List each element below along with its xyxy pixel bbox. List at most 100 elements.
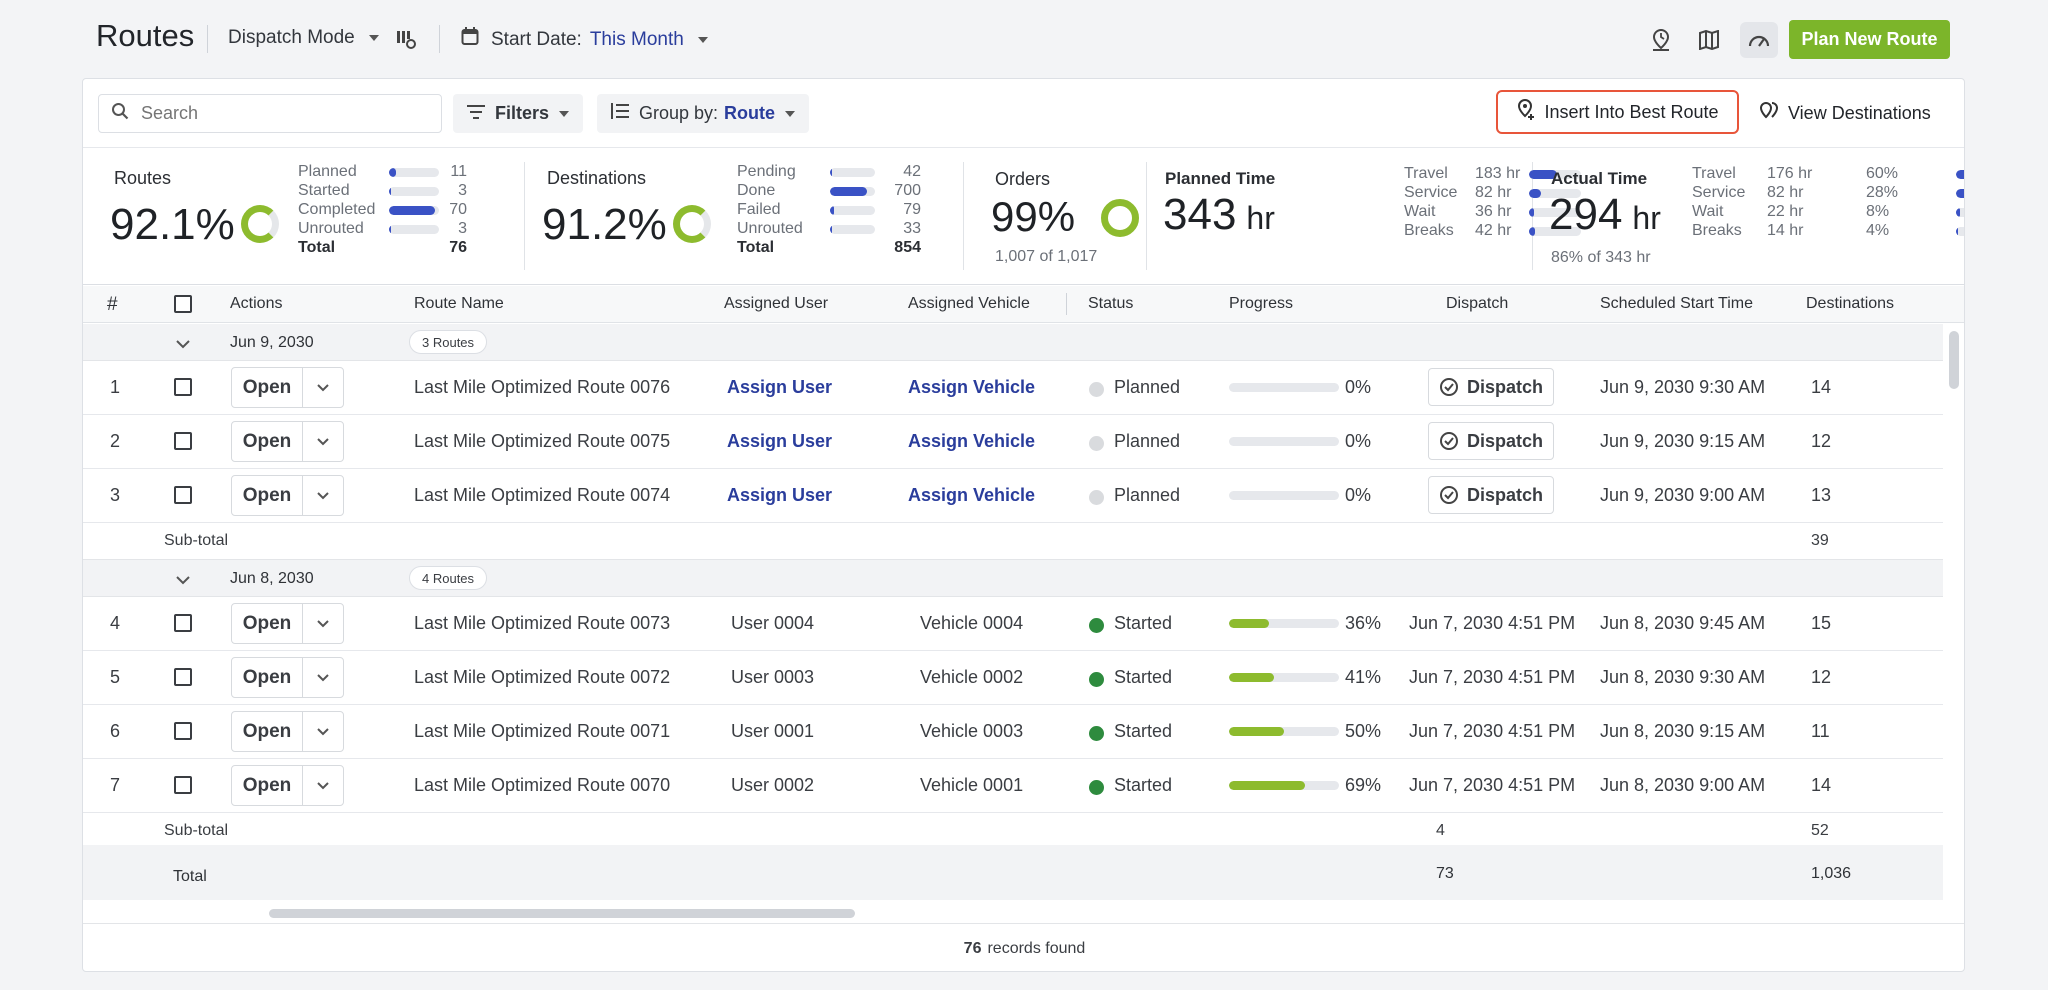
open-menu-button[interactable] bbox=[303, 658, 343, 697]
route-name[interactable]: Last Mile Optimized Route 0074 bbox=[414, 485, 671, 505]
breakdown-total-label: Total bbox=[298, 239, 336, 256]
chevron-down-icon[interactable] bbox=[175, 336, 191, 354]
column-header-assigned-user[interactable]: Assigned User bbox=[724, 295, 829, 312]
open-button[interactable]: Open bbox=[232, 422, 303, 461]
subtotal-label: Sub-total bbox=[164, 822, 229, 839]
table-row[interactable]: 7 Open Last Mile Optimized Route 0070 User … bbox=[83, 759, 1943, 813]
table-row[interactable]: 3 Open Last Mile Optimized Route 0074 Assig… bbox=[83, 469, 1943, 523]
breakdown-value: 79 bbox=[903, 201, 921, 218]
column-header-dispatch[interactable]: Dispatch bbox=[1446, 295, 1509, 312]
row-checkbox[interactable] bbox=[174, 722, 192, 740]
search-box[interactable] bbox=[98, 94, 442, 133]
chevron-down-icon[interactable] bbox=[175, 572, 191, 590]
column-header-destinations[interactable]: Destinations bbox=[1806, 295, 1895, 312]
column-header-progress[interactable]: Progress bbox=[1229, 295, 1294, 312]
map-icon[interactable] bbox=[1690, 22, 1728, 58]
open-menu-button[interactable] bbox=[303, 476, 343, 515]
scheduled-start-time: Jun 9, 2030 9:00 AM bbox=[1600, 485, 1766, 505]
group-by-dropdown[interactable]: Group by: Route bbox=[597, 94, 810, 133]
view-destinations-button[interactable]: View Destinations bbox=[1758, 94, 1931, 133]
column-header-scheduled-start[interactable]: Scheduled Start Time bbox=[1600, 295, 1753, 312]
open-button[interactable]: Open bbox=[232, 766, 303, 805]
breakdown-label: Travel bbox=[1692, 165, 1736, 182]
breakdown-value: 700 bbox=[894, 182, 921, 199]
route-name[interactable]: Last Mile Optimized Route 0071 bbox=[414, 721, 671, 741]
assign-vehicle-link[interactable]: Assign Vehicle bbox=[908, 431, 1036, 451]
speedometer-icon[interactable] bbox=[1740, 22, 1778, 58]
column-resize-handle[interactable] bbox=[1066, 293, 1067, 315]
group-header-row[interactable]: Jun 9, 2030 3 Routes bbox=[83, 324, 1943, 361]
route-name[interactable]: Last Mile Optimized Route 0075 bbox=[414, 431, 671, 451]
breakdown-bar-fill bbox=[830, 187, 867, 196]
destinations-count: 15 bbox=[1811, 613, 1832, 633]
orders-stat-label: Orders bbox=[995, 169, 1051, 189]
search-input[interactable] bbox=[141, 103, 421, 124]
route-name[interactable]: Last Mile Optimized Route 0076 bbox=[414, 377, 671, 397]
row-checkbox[interactable] bbox=[174, 432, 192, 450]
summary-stats: Routes 92.1% Planned 11 Started 3 Completed 7… bbox=[83, 147, 1964, 286]
assign-user-link[interactable]: Assign User bbox=[727, 485, 833, 505]
orders-stat-sub: 1,007 of 1,017 bbox=[995, 248, 1098, 265]
status-dot-icon bbox=[1089, 618, 1104, 633]
route-settings-icon[interactable] bbox=[396, 29, 416, 49]
row-checkbox[interactable] bbox=[174, 776, 192, 794]
column-header-number[interactable]: # bbox=[107, 294, 118, 315]
select-all-checkbox[interactable] bbox=[174, 295, 192, 313]
route-name[interactable]: Last Mile Optimized Route 0072 bbox=[414, 667, 671, 687]
subtotal-label: Sub-total bbox=[164, 532, 229, 549]
orders-stat: Orders 99% 1,007 of 1,017 bbox=[964, 148, 1146, 286]
open-menu-button[interactable] bbox=[303, 368, 343, 407]
assign-user-link[interactable]: Assign User bbox=[727, 377, 833, 397]
column-header-actions[interactable]: Actions bbox=[230, 295, 283, 312]
assigned-user: User 0002 bbox=[731, 775, 815, 795]
breakdown-bar-fill bbox=[1956, 227, 1959, 236]
row-checkbox[interactable] bbox=[174, 668, 192, 686]
table-row[interactable]: 2 Open Last Mile Optimized Route 0075 Assig… bbox=[83, 415, 1943, 469]
row-checkbox[interactable] bbox=[174, 614, 192, 632]
horizontal-scrollbar[interactable] bbox=[269, 909, 855, 918]
dispatch-mode-dropdown[interactable]: Dispatch Mode bbox=[228, 27, 379, 49]
open-button[interactable]: Open bbox=[232, 368, 303, 407]
open-menu-button[interactable] bbox=[303, 422, 343, 461]
row-checkbox[interactable] bbox=[174, 486, 192, 504]
open-menu-button[interactable] bbox=[303, 712, 343, 751]
dispatch-button[interactable]: Dispatch bbox=[1428, 368, 1554, 406]
vertical-scrollbar[interactable] bbox=[1949, 331, 1959, 389]
filters-button[interactable]: Filters bbox=[453, 94, 584, 133]
table-row[interactable]: 6 Open Last Mile Optimized Route 0071 User … bbox=[83, 705, 1943, 759]
plan-new-route-button[interactable]: Plan New Route bbox=[1789, 20, 1950, 59]
location-time-icon[interactable] bbox=[1642, 22, 1680, 58]
locations-icon bbox=[1758, 101, 1780, 126]
insert-into-best-route-button[interactable]: Insert Into Best Route bbox=[1496, 90, 1739, 134]
assign-vehicle-link[interactable]: Assign Vehicle bbox=[908, 377, 1036, 397]
open-menu-button[interactable] bbox=[303, 766, 343, 805]
group-header-row[interactable]: Jun 8, 2030 4 Routes bbox=[83, 560, 1943, 597]
breakdown-bar bbox=[389, 225, 439, 234]
progress-percent: 69% bbox=[1345, 775, 1382, 795]
dispatch-button[interactable]: Dispatch bbox=[1428, 476, 1554, 514]
dispatch-button[interactable]: Dispatch bbox=[1428, 422, 1554, 460]
assign-vehicle-link[interactable]: Assign Vehicle bbox=[908, 485, 1036, 505]
open-button[interactable]: Open bbox=[232, 476, 303, 515]
dispatch-time: Jun 7, 2030 4:51 PM bbox=[1409, 613, 1576, 633]
open-button[interactable]: Open bbox=[232, 658, 303, 697]
route-name[interactable]: Last Mile Optimized Route 0073 bbox=[414, 613, 671, 633]
column-header-assigned-vehicle[interactable]: Assigned Vehicle bbox=[908, 295, 1030, 312]
assign-user-link[interactable]: Assign User bbox=[727, 431, 833, 451]
route-name[interactable]: Last Mile Optimized Route 0070 bbox=[414, 775, 671, 795]
open-button[interactable]: Open bbox=[232, 712, 303, 751]
start-date-dropdown[interactable]: Start Date: This Month bbox=[461, 27, 708, 52]
table-header: # Actions Route Name Assigned User Assig… bbox=[83, 286, 1964, 323]
open-menu-button[interactable] bbox=[303, 604, 343, 643]
records-count: 76 bbox=[963, 939, 982, 957]
column-header-route-name[interactable]: Route Name bbox=[414, 295, 504, 312]
breakdown-value: 3 bbox=[458, 182, 467, 199]
column-header-status[interactable]: Status bbox=[1088, 295, 1134, 312]
status-dot-icon bbox=[1089, 672, 1104, 687]
breakdown-label: Started bbox=[298, 182, 350, 199]
open-button[interactable]: Open bbox=[232, 604, 303, 643]
table-row[interactable]: 1 Open Last Mile Optimized Route 0076 Assig… bbox=[83, 361, 1943, 415]
row-checkbox[interactable] bbox=[174, 378, 192, 396]
table-row[interactable]: 5 Open Last Mile Optimized Route 0072 User … bbox=[83, 651, 1943, 705]
table-row[interactable]: 4 Open Last Mile Optimized Route 0073 User … bbox=[83, 597, 1943, 651]
